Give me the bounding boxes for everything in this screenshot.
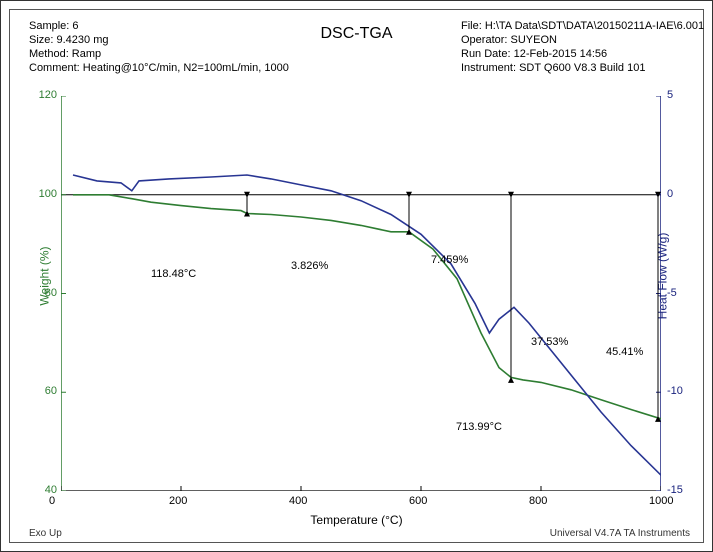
annotation: 7.459% (431, 254, 468, 266)
yl-tick: 100 (27, 188, 57, 200)
x-tick: 400 (289, 495, 307, 507)
x-tick: 1000 (649, 495, 673, 507)
annotation: 118.48°C (151, 268, 196, 280)
hdr-instrument: Instrument: SDT Q600 V8.3 Build 101 (461, 61, 704, 75)
annotation: 713.99°C (456, 421, 502, 433)
hdr-rundate: Run Date: 12-Feb-2015 14:56 (461, 47, 704, 61)
hdr-method: Method: Ramp (29, 47, 289, 61)
annotation: 45.41% (606, 346, 643, 358)
x-tick: 200 (169, 495, 187, 507)
yl-tick: 60 (27, 385, 57, 397)
x-tick: 600 (409, 495, 427, 507)
x-label: Temperature (°C) (310, 513, 402, 527)
yl-tick: 80 (27, 287, 57, 299)
chart-frame: DSC-TGA Sample: 6 Size: 9.4230 mg Method… (0, 0, 713, 552)
yl-tick: 120 (27, 89, 57, 101)
plot-area (61, 96, 661, 491)
footer-right: Universal V4.7A TA Instruments (550, 528, 690, 539)
annotation: 37.53% (531, 336, 568, 348)
hdr-size: Size: 9.4230 mg (29, 33, 289, 47)
header-right: File: H:\TA Data\SDT\DATA\20150211A-IAE\… (461, 19, 704, 75)
yr-tick: -5 (667, 287, 697, 299)
x-tick: 0 (49, 495, 55, 507)
footer-left: Exo Up (29, 528, 62, 539)
yr-tick: 5 (667, 89, 697, 101)
yr-tick: 0 (667, 188, 697, 200)
plot-svg (61, 96, 661, 491)
yr-tick: -15 (667, 484, 697, 496)
hdr-sample: Sample: 6 (29, 19, 289, 33)
hdr-file: File: H:\TA Data\SDT\DATA\20150211A-IAE\… (461, 19, 704, 33)
header-left: Sample: 6 Size: 9.4230 mg Method: Ramp C… (29, 19, 289, 75)
x-tick: 800 (529, 495, 547, 507)
hdr-comment: Comment: Heating@10°C/min, N2=100mL/min,… (29, 61, 289, 75)
yr-tick: -10 (667, 385, 697, 397)
yl-tick: 40 (27, 484, 57, 496)
hdr-operator: Operator: SUYEON (461, 33, 704, 47)
annotation: 3.826% (291, 260, 328, 272)
